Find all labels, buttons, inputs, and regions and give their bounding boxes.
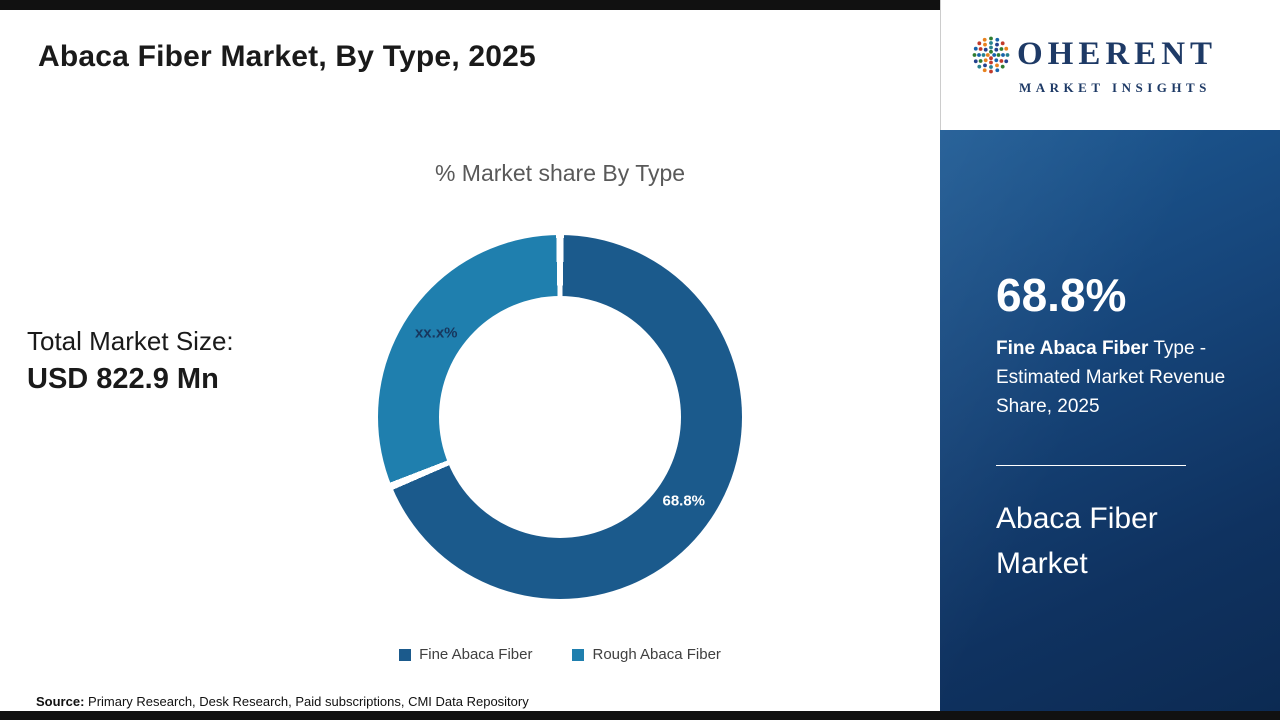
legend-item-rough: Rough Abaca Fiber xyxy=(572,646,721,663)
chart-title: % Market share By Type xyxy=(434,160,686,186)
legend-item-fine: Fine Abaca Fiber xyxy=(399,646,532,663)
top-accent-bar xyxy=(0,0,940,10)
sidebar-panel: OHERENT MARKET INSIGHTS 68.8% Fine Abaca… xyxy=(940,0,1280,720)
cmi-dot-logo-icon xyxy=(972,36,1010,73)
donut-chart: 68.8% xx.x% xyxy=(378,235,742,599)
chart-legend: Fine Abaca Fiber Rough Abaca Fiber xyxy=(330,646,790,663)
brand-logo: OHERENT MARKET INSIGHTS xyxy=(940,0,1280,130)
legend-swatch-rough-icon xyxy=(572,648,585,661)
main-panel: Abaca Fiber Market, By Type, 2025 % Mark… xyxy=(0,0,940,720)
total-market-label: Total Market Size: xyxy=(27,326,234,356)
donut-label-rough: xx.x% xyxy=(414,324,458,342)
legend-swatch-fine-icon xyxy=(399,648,412,661)
highlight-stat-description: Fine Abaca Fiber Type - Estimated Market… xyxy=(996,334,1231,421)
page-title: Abaca Fiber Market, By Type, 2025 xyxy=(38,40,536,73)
highlight-stat-value: 68.8% xyxy=(996,269,1127,321)
bottom-accent-bar xyxy=(0,711,1280,720)
logo-row: OHERENT xyxy=(971,35,1280,75)
sidebar-divider xyxy=(996,465,1186,466)
donut-label-fine: 68.8% xyxy=(662,492,706,510)
source-label: Source: xyxy=(36,694,85,709)
total-market-value: USD 822.9 Mn xyxy=(27,363,219,395)
sidebar-highlight: 68.8% Fine Abaca Fiber Type - Estimated … xyxy=(940,130,1280,720)
report-name: Abaca Fiber Market xyxy=(996,502,1158,580)
logo-wordmark: OHERENT xyxy=(1017,36,1218,72)
stat-desc-bold: Fine Abaca Fiber xyxy=(996,338,1149,359)
stat-desc-rest: Type - Estimated Market Revenue Share, 2… xyxy=(996,338,1226,417)
legend-label-rough: Rough Abaca Fiber xyxy=(592,646,721,663)
legend-label-fine: Fine Abaca Fiber xyxy=(419,646,533,663)
logo-subtitle: MARKET INSIGHTS xyxy=(1019,79,1211,95)
total-market-size: Total Market Size: USD 822.9 Mn xyxy=(27,326,234,396)
source-text: Primary Research, Desk Research, Paid su… xyxy=(84,694,529,709)
source-note: Source: Primary Research, Desk Research,… xyxy=(36,694,529,709)
